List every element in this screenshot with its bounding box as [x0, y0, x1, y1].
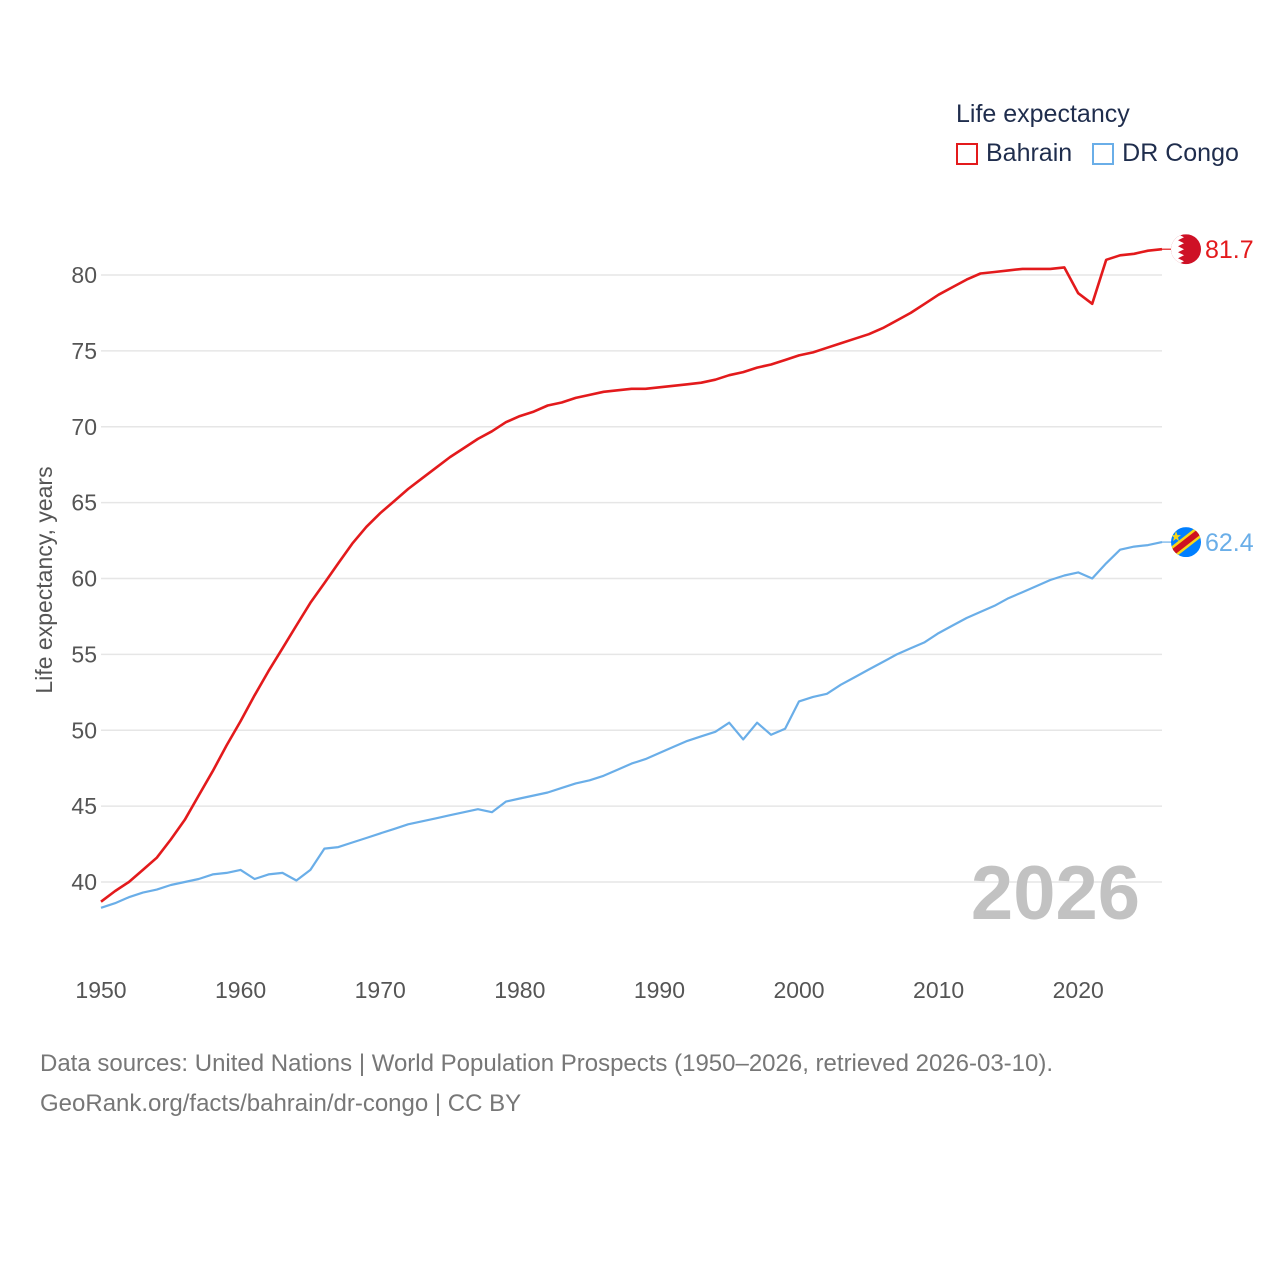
year-watermark: 2026 — [971, 851, 1140, 936]
bahrain-flag-icon — [1171, 234, 1201, 265]
x-tick-label: 1980 — [494, 977, 545, 1003]
series-lines — [100, 247, 1163, 909]
x-tick-label: 1990 — [634, 977, 685, 1003]
legend-label-bahrain: Bahrain — [986, 139, 1073, 167]
x-tick-label: 2020 — [1053, 977, 1104, 1003]
end-value-bahrain: 81.7 — [1205, 236, 1254, 264]
legend-title: Life expectancy — [956, 100, 1130, 128]
y-tick-label: 45 — [71, 793, 97, 819]
x-tick-label: 2010 — [913, 977, 964, 1003]
footer: Data sources: United Nations | World Pop… — [40, 1044, 1053, 1124]
legend-label-dr-congo: DR Congo — [1122, 139, 1239, 167]
x-tick-label: 1960 — [215, 977, 266, 1003]
y-tick-label: 55 — [71, 641, 97, 667]
y-axis-label: Life expectancy, years — [31, 466, 57, 693]
y-tick-label: 70 — [71, 414, 97, 440]
end-value-dr-congo: 62.4 — [1205, 529, 1254, 557]
x-tick-label: 1970 — [355, 977, 406, 1003]
life-expectancy-chart: 40 45 50 55 60 65 70 75 80 1950 1960 1970 1980 1990 2… — [31, 234, 1254, 1003]
y-tick-label: 40 — [71, 869, 97, 895]
legend-swatch-dr-congo — [1092, 142, 1115, 165]
dr-congo-flag-icon — [1171, 527, 1201, 558]
series-line-bahrain[interactable] — [100, 247, 1163, 903]
series-line-dr-congo[interactable] — [100, 541, 1163, 909]
legend-item-bahrain[interactable]: Bahrain — [956, 139, 1072, 168]
y-tick-label: 60 — [71, 566, 97, 592]
x-axis-ticks: 1950 1960 1970 1980 1990 2000 2010 2020 — [75, 977, 1103, 1003]
y-tick-label: 80 — [71, 262, 97, 288]
legend-swatch-bahrain — [956, 142, 978, 165]
y-tick-label: 65 — [71, 490, 97, 516]
y-axis-ticks: 40 45 50 55 60 65 70 75 80 — [71, 262, 97, 895]
source-link[interactable]: GeoRank.org/facts/bahrain/dr-congo | CC … — [40, 1090, 522, 1117]
legend: Life expectancy Bahrain DR Congo — [956, 100, 1239, 168]
y-tick-label: 75 — [71, 338, 97, 364]
gridlines — [101, 274, 1162, 883]
data-sources-text: Data sources: United Nations | World Pop… — [40, 1050, 1054, 1077]
y-tick-label: 50 — [71, 717, 97, 743]
x-tick-label: 2000 — [773, 977, 824, 1003]
series-end-markers: 81.7 62.4 — [1162, 234, 1254, 558]
x-tick-label: 1950 — [75, 977, 126, 1003]
legend-item-dr-congo[interactable]: DR Congo — [1092, 139, 1239, 168]
